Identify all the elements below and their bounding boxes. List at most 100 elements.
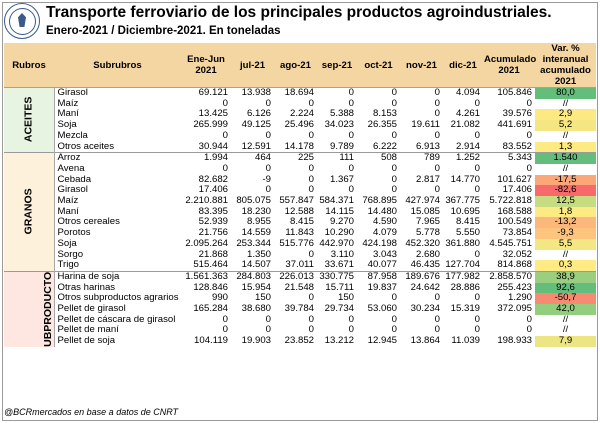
value-cell: 13.212: [324, 336, 354, 347]
value-cell: 111: [317, 152, 357, 164]
value-cell: 0: [308, 293, 314, 304]
value-cell: 2.095.264: [185, 238, 228, 249]
column-header-text: jul-21: [239, 59, 266, 71]
value-cell: 15.711: [325, 282, 354, 293]
acumulado-cell: 441.691: [497, 120, 532, 131]
acumulado-cell: 5.343: [483, 152, 535, 164]
value-cell: 508: [357, 152, 400, 164]
subrubro-cell: Maíz: [57, 196, 79, 207]
value-cell: 0: [222, 314, 228, 325]
column-header: oct-21: [357, 43, 400, 88]
column-header-text: ago-21: [280, 59, 311, 71]
value-cell: 29.734: [324, 304, 354, 315]
column-header: jul-21: [231, 43, 274, 88]
value-cell: 0: [474, 98, 480, 109]
var-interanual-cell: 7,9: [535, 336, 596, 347]
value-cell: 15.954: [241, 282, 271, 293]
value-cell: 53.060: [367, 304, 397, 315]
value-cell: 0: [391, 325, 397, 336]
value-cell: 0: [391, 185, 397, 196]
value-cell: 2.817: [415, 174, 440, 185]
value-cell: 177.982: [443, 270, 483, 283]
value-cell: 0: [391, 293, 397, 304]
value-cell: 5.778: [415, 228, 440, 239]
rubro-aceites: ACEITES: [4, 86, 55, 153]
var-interanual-cell: 80,0: [535, 86, 596, 99]
table-row: Otros cereales 52.939 8.955 8.415 9.270 4.590…: [4, 217, 596, 229]
value-cell: 0: [348, 185, 354, 196]
value-cell: 0: [434, 163, 440, 174]
subrubro-cell: Avena: [57, 163, 85, 174]
column-header: nov-21: [400, 43, 443, 88]
value-cell: 17.406: [198, 185, 228, 196]
value-cell: 0: [434, 109, 440, 120]
acumulado-cell: 73.854: [502, 228, 532, 239]
column-header: Ene-Jun 2021: [181, 43, 231, 88]
value-cell: 0: [308, 98, 314, 109]
bolsa-de-comercio-seal-logo: [4, 3, 40, 39]
value-cell: 1.367: [329, 174, 354, 185]
subrubro-cell: Girasol: [57, 185, 88, 196]
acumulado-cell: 1.290: [507, 293, 532, 304]
column-header-text: 2021: [195, 65, 217, 76]
value-cell: 424.198: [362, 238, 397, 249]
value-cell: 0: [434, 98, 440, 109]
table-body: ACEITES Girasol 69.121 13.938 18.694 0 0 0 4.094…: [4, 86, 596, 347]
subrubro-cell: Otras harinas: [57, 282, 116, 293]
value-cell: 104.119: [194, 336, 228, 347]
var-interanual-cell: //: [562, 314, 569, 325]
value-cell: 4.079: [372, 228, 397, 239]
value-cell: 0: [308, 185, 314, 196]
value-cell: 990: [211, 293, 228, 304]
value-cell: 515.776: [279, 238, 314, 249]
value-cell: 427.974: [405, 196, 440, 207]
table-row: Pellet de maní 0 0 0 0 0 0 0 0 //: [4, 325, 596, 336]
table-row: Maíz 2.210.881 805.075 557.847 584.371 768.89…: [4, 196, 596, 207]
value-cell: 128.846: [193, 282, 228, 293]
value-cell: 1.252: [443, 152, 483, 164]
column-header-text: oct-21: [364, 59, 393, 71]
value-cell: 225: [274, 152, 317, 164]
subrubro-cell: Arroz: [54, 152, 181, 164]
value-cell: 768.895: [362, 196, 397, 207]
value-cell: 0: [400, 86, 443, 99]
column-header: dic-21: [443, 43, 483, 88]
value-cell: 0: [265, 185, 271, 196]
value-cell: 0: [265, 163, 271, 174]
value-cell: 14.770: [450, 174, 480, 185]
value-cell: 0: [222, 163, 228, 174]
value-cell: 4.590: [372, 217, 397, 228]
value-cell: 127.704: [445, 260, 480, 271]
acumulado-cell: 0: [526, 325, 532, 336]
value-cell: 1.350: [246, 249, 271, 260]
value-cell: 584.371: [319, 196, 354, 207]
value-cell: 2.680: [415, 249, 440, 260]
value-cell: 0: [391, 130, 397, 141]
value-cell: 0: [222, 130, 228, 141]
value-cell: 14.480: [367, 206, 397, 217]
value-cell: 1.994: [181, 152, 231, 164]
value-cell: 12.588: [284, 206, 314, 217]
value-cell: 0: [391, 314, 397, 325]
table-row: Maní 83.395 18.230 12.588 14.115 14.480 15.085…: [4, 206, 596, 218]
value-cell: 9.270: [329, 217, 354, 228]
value-cell: 37.011: [285, 260, 314, 271]
value-cell: 12.945: [367, 336, 397, 347]
subrubro-cell: Otros cereales: [57, 217, 120, 228]
value-cell: 40.077: [367, 260, 397, 271]
value-cell: 0: [348, 130, 354, 141]
value-cell: 5.388: [329, 109, 354, 120]
acumulado-cell: 168.588: [497, 206, 532, 217]
column-header-text: 2021: [498, 65, 520, 76]
value-cell: 19.837: [367, 282, 397, 293]
value-cell: 19.903: [241, 336, 271, 347]
var-interanual-cell: -82,6: [535, 185, 596, 197]
value-cell: 30.944: [198, 141, 228, 152]
value-cell: 26.355: [367, 120, 397, 131]
subrubro-cell: Maní: [57, 109, 79, 120]
rubro-label: SUBPRODUCTOS: [42, 271, 54, 347]
rubro-granos: GRANOS: [4, 152, 55, 272]
value-cell: 0: [348, 98, 354, 109]
value-cell: 14.559: [241, 228, 271, 239]
